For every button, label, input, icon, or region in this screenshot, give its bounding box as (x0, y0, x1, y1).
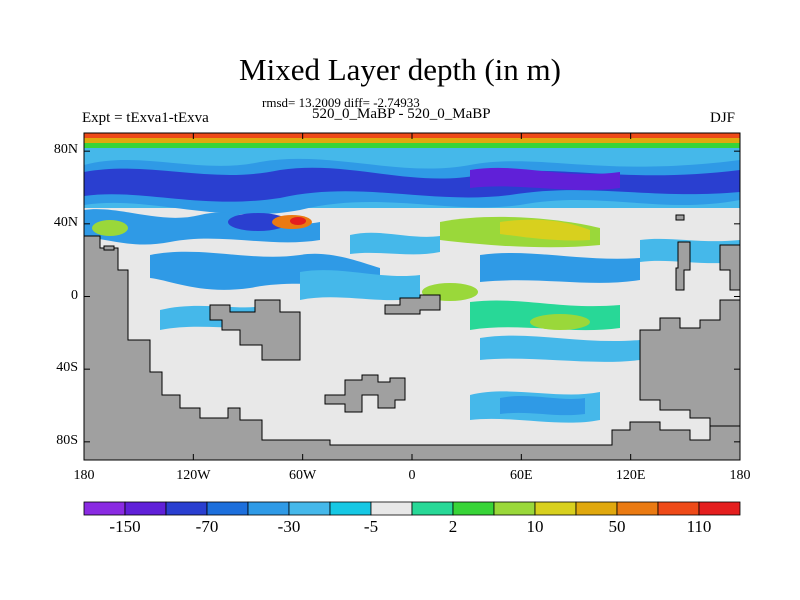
colorbar-swatch (288, 501, 331, 516)
polar-band-orange (84, 138, 740, 144)
northeast-peninsula (675, 241, 691, 291)
south-indian-yellowgreen (530, 314, 590, 330)
map-plot-area (84, 133, 740, 460)
central-land-block (209, 299, 301, 361)
antarctica-and-south-land (84, 235, 740, 460)
n-pacific-dark-core (228, 213, 288, 231)
colorbar-swatch (575, 501, 618, 516)
colorbar-label: 50 (608, 517, 626, 536)
indian-blue-band (480, 253, 640, 283)
experiment-label: Expt = tExva1-tExva (82, 110, 209, 126)
n-atlantic-yellow-band (500, 219, 590, 241)
australia-region-land (639, 299, 740, 427)
stats-line: rmsd= 13.2009 diff= -2.74933 (262, 95, 420, 110)
y-tick-label: 80N (53, 142, 78, 158)
colorbar-swatch (206, 501, 249, 516)
n-pacific-red-core (290, 217, 306, 225)
south-island-cluster (324, 374, 406, 413)
x-tick-label: 120E (615, 468, 646, 483)
small-island (675, 214, 685, 221)
equatorial-island (384, 294, 441, 315)
colorbar-swatch (698, 501, 741, 516)
colorbar-label: 2 (448, 517, 458, 536)
colorbar-swatch (534, 501, 577, 516)
colorbar-swatch (247, 501, 290, 516)
subtitle: 520_0_MaBP - 520_0_MaBP (312, 106, 491, 122)
map-title: Mixed Layer depth (in m) (239, 52, 561, 87)
atlantic-cyan-band (300, 270, 420, 301)
y-tick-label: 0 (71, 287, 78, 303)
colorbar-label: 110 (686, 517, 712, 536)
x-tick-label: 180 (73, 468, 95, 483)
colorbar-label: -150 (109, 517, 141, 536)
y-tick-label: 40N (53, 214, 78, 230)
y-tick-label: 80S (56, 432, 78, 448)
colorbar-label: -30 (277, 517, 301, 536)
tropics-cyan-patch (350, 232, 440, 255)
polar-band-green (84, 143, 740, 148)
colorbar-swatch (657, 501, 700, 516)
colorbar-swatch (493, 501, 536, 516)
colorbar (83, 501, 741, 516)
tiny-islet (103, 245, 115, 251)
southern-cyan-band (480, 335, 640, 362)
colorbar-swatch (370, 501, 413, 516)
colorbar-swatch (83, 501, 126, 516)
x-tick-label: 0 (408, 468, 416, 483)
colorbar-swatch (616, 501, 659, 516)
west-green-patch (92, 220, 128, 236)
y-tick-label: 40S (56, 360, 78, 376)
colorbar-swatch (452, 501, 495, 516)
colorbar-swatch (124, 501, 167, 516)
x-tick-label: 60E (510, 468, 533, 483)
southern-ocean-blue (500, 396, 585, 416)
colorbar-label: -5 (363, 517, 379, 536)
colorbar-label: 10 (526, 517, 544, 536)
colorbar-label: -70 (195, 517, 219, 536)
far-east-coast (719, 244, 740, 291)
x-tick-label: 120W (176, 468, 211, 483)
deep-negative-patch (470, 167, 620, 191)
x-tick-label: 180 (729, 468, 751, 483)
colorbar-swatch (411, 501, 454, 516)
colorbar-swatch (329, 501, 372, 516)
x-tick-label: 60W (289, 468, 317, 483)
axis-ticks (83, 133, 741, 460)
season-label: DJF (710, 110, 736, 126)
land-masses (84, 214, 740, 460)
colorbar-swatch (165, 501, 208, 516)
